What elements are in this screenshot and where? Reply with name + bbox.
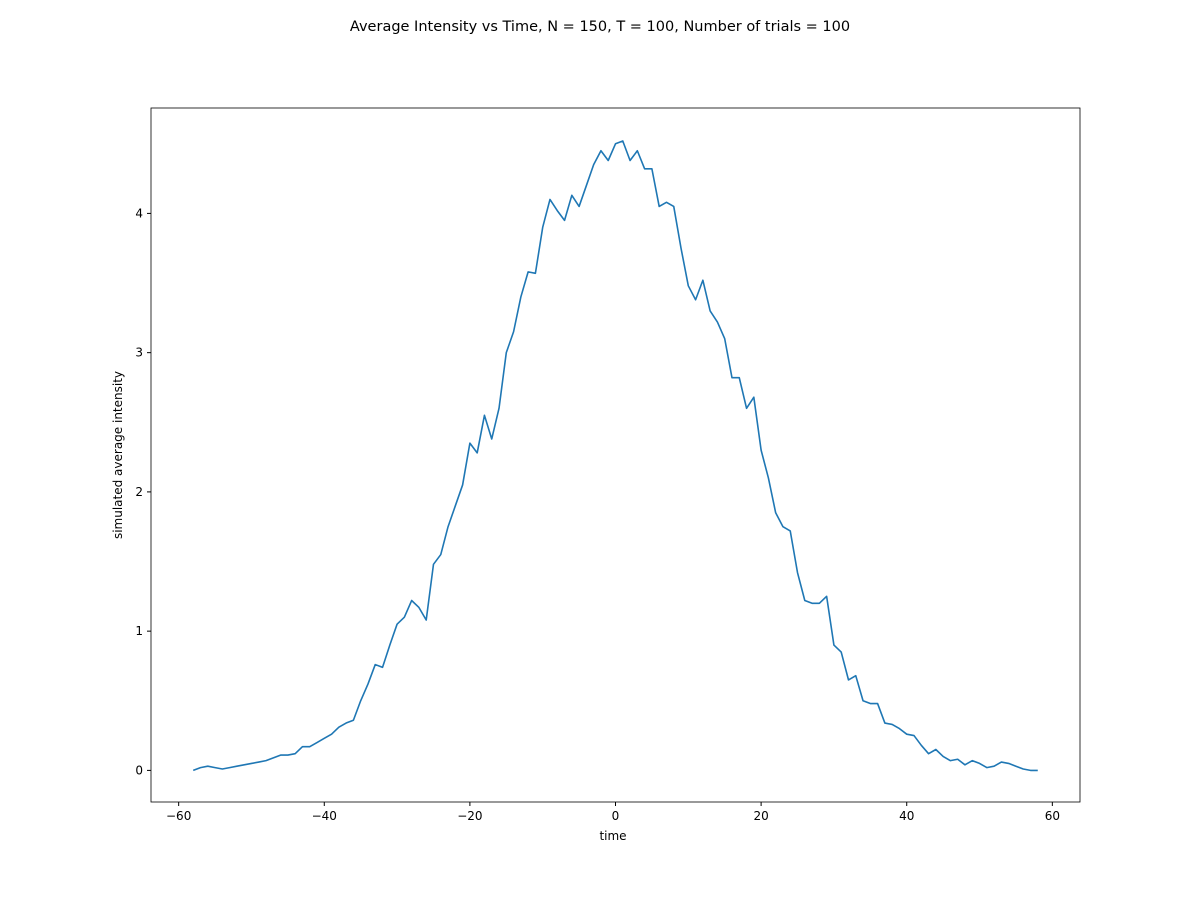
- x-tick-label: 0: [612, 809, 620, 823]
- y-tick-label: 0: [135, 763, 143, 777]
- x-tick-label: −60: [166, 809, 191, 823]
- plot-frame: [150, 107, 1081, 803]
- x-tick-label: −20: [457, 809, 482, 823]
- line-series: [192, 140, 1038, 772]
- chart-title: Average Intensity vs Time, N = 150, T = …: [350, 19, 850, 35]
- x-tick-label: 40: [899, 809, 914, 823]
- x-tick-label: −40: [312, 809, 337, 823]
- y-tick-label: 2: [135, 485, 143, 499]
- y-tick-label: 3: [135, 346, 143, 360]
- y-tick-label: 4: [135, 206, 143, 220]
- x-axis-label: time: [599, 829, 626, 843]
- x-tick-label: 60: [1045, 809, 1060, 823]
- y-tick-label: 1: [135, 624, 143, 638]
- y-axis-label: simulated average intensity: [111, 371, 125, 539]
- x-tick-label: 20: [753, 809, 768, 823]
